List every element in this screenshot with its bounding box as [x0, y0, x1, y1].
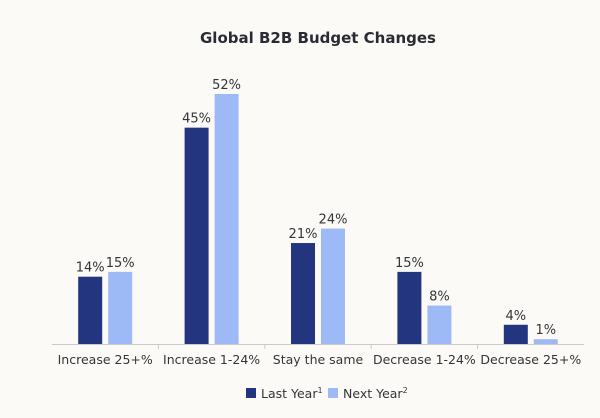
bar-last-year	[397, 271, 422, 344]
bar-next-year	[427, 305, 452, 344]
legend-label: Next Year2	[343, 386, 408, 401]
bars-layer: 14% 15%45%52%21%24%15%8%4%1%	[76, 78, 558, 345]
data-label: 8%	[429, 290, 450, 305]
data-label: 14%	[76, 261, 105, 276]
bar-last-year	[184, 127, 209, 345]
x-axis: Increase 25+% Increase 1-24% Stay the same…	[52, 344, 584, 367]
data-label: 45%	[182, 112, 211, 127]
data-label: 21%	[289, 227, 318, 242]
x-tick-label: Decrease 1-24%	[373, 352, 476, 367]
bar-next-year	[214, 94, 239, 344]
bar-last-year	[291, 243, 315, 344]
data-label: 24%	[319, 213, 348, 228]
legend-swatch	[246, 388, 256, 398]
data-label: 15%	[395, 256, 424, 271]
data-label: 1%	[535, 323, 556, 338]
bar-last-year	[78, 276, 103, 344]
legend-swatch	[328, 388, 338, 398]
legend-item-next-year: Next Year2	[328, 386, 408, 401]
bar-last-year	[503, 324, 528, 344]
x-tick-label: Decrease 25+%	[480, 352, 581, 367]
legend-label: Last Year1	[261, 386, 323, 401]
data-label: 4%	[505, 309, 526, 324]
x-tick-label: Increase 25+%	[58, 352, 153, 367]
data-label: 15%	[106, 256, 135, 271]
chart-title: Global B2B Budget Changes	[200, 29, 436, 47]
legend: Last Year1 Next Year2	[246, 386, 408, 401]
bar-next-year	[108, 271, 133, 344]
bar-next-year	[533, 339, 558, 344]
x-tick-label: Stay the same	[273, 352, 364, 367]
data-label: 52%	[212, 78, 241, 93]
x-tick-label: Increase 1-24%	[163, 352, 260, 367]
legend-item-last-year: Last Year1	[246, 386, 323, 401]
bar-next-year	[321, 228, 345, 344]
